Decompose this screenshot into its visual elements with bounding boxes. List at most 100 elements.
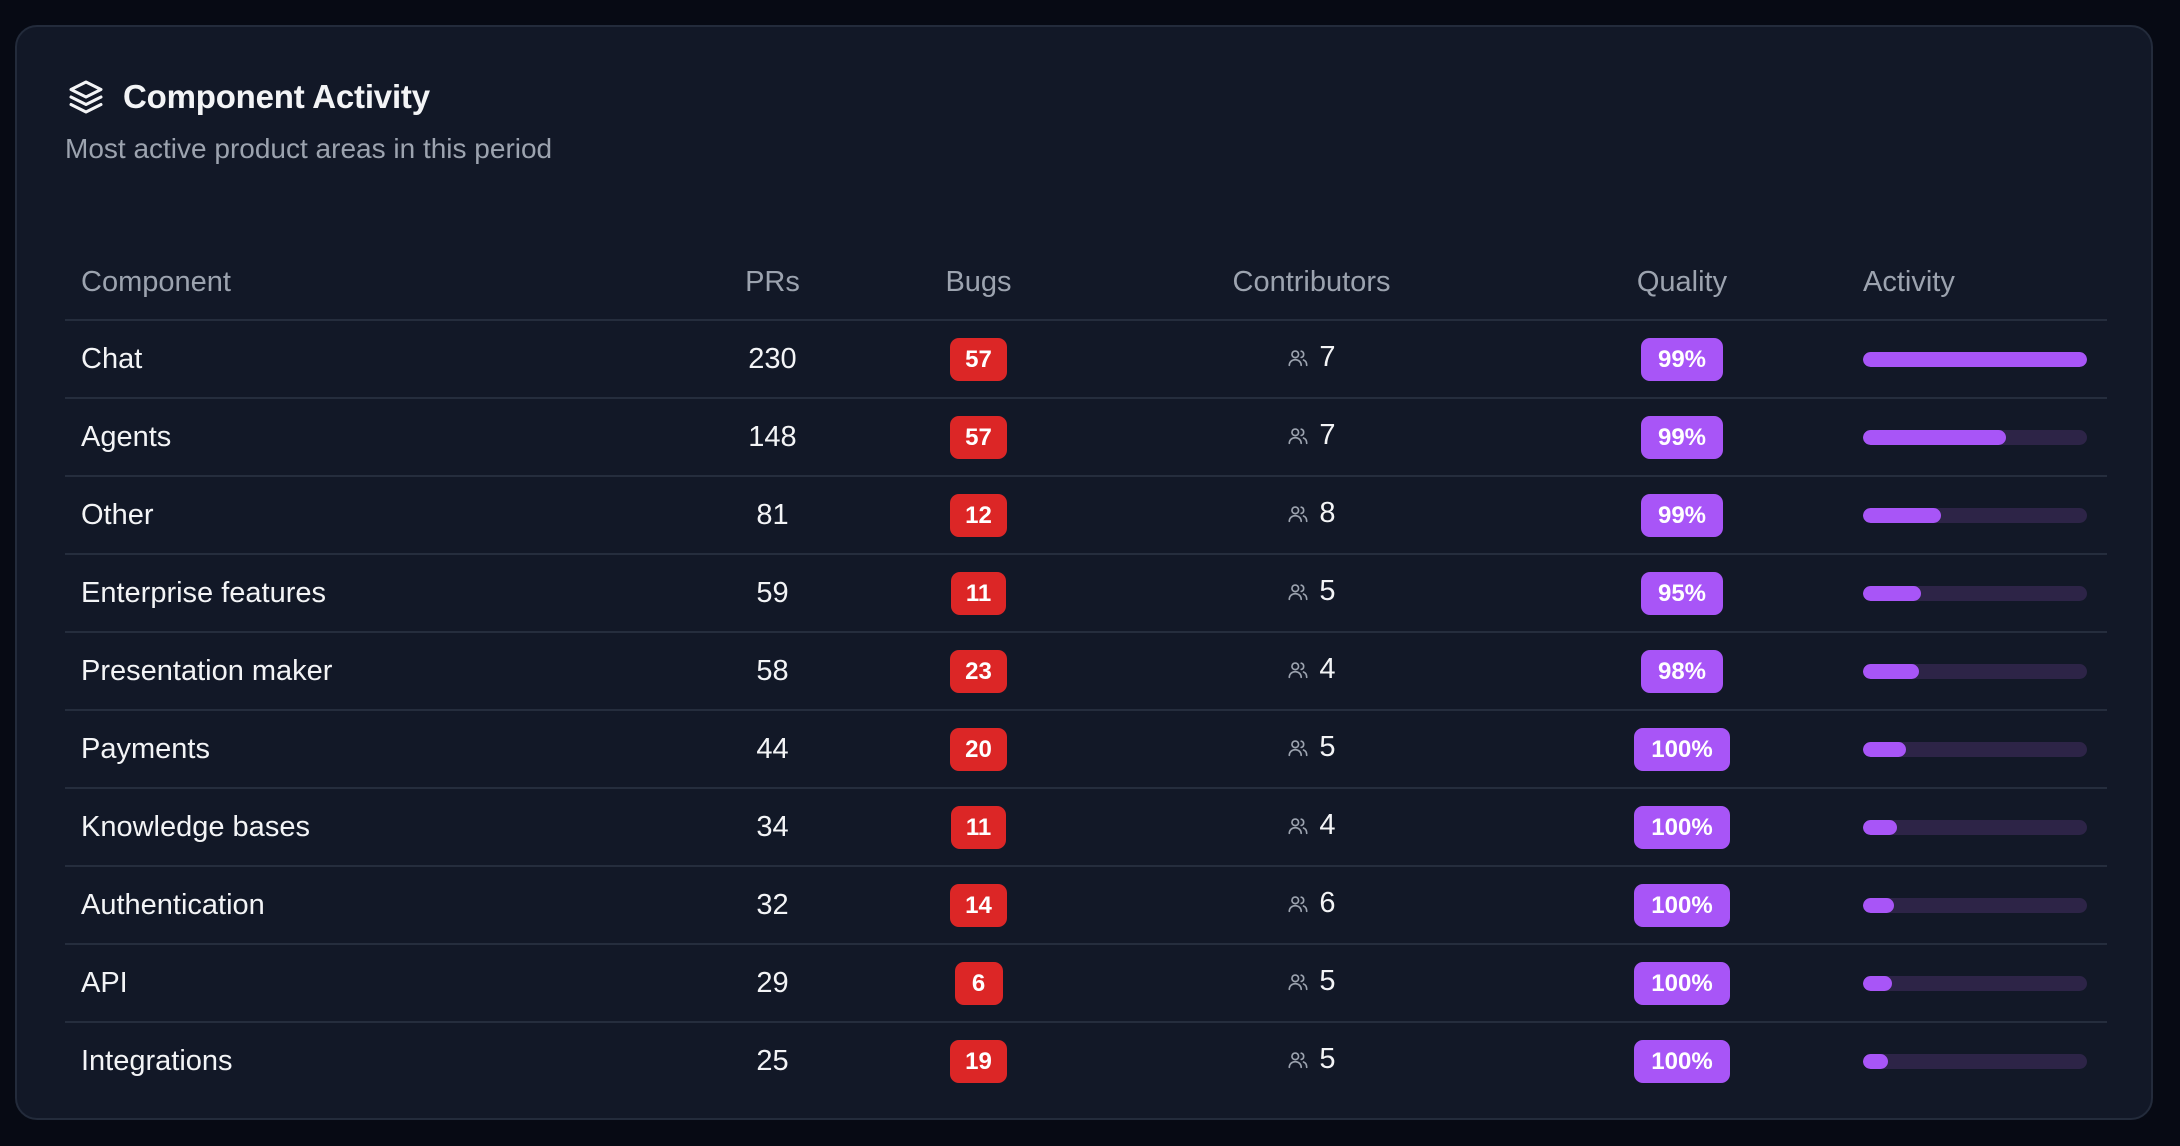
bugs-cell: 23: [860, 632, 1097, 711]
component-name: Authentication: [65, 866, 685, 945]
activity-cell: [1838, 866, 2107, 945]
quality-cell: 99%: [1526, 320, 1838, 399]
users-icon: [1287, 503, 1309, 525]
contributors-group: 5: [1287, 731, 1336, 764]
table-row[interactable]: Agents 148 57 7 99%: [65, 398, 2107, 477]
table-row[interactable]: Other 81 12 8 99%: [65, 476, 2107, 555]
activity-cell: [1838, 554, 2107, 633]
contributors-cell: 7: [1097, 320, 1526, 399]
quality-badge: 100%: [1634, 727, 1730, 771]
table-row[interactable]: Integrations 25 19 5 100%: [65, 1022, 2107, 1099]
table-header: Component PRs Bugs Contributors Quality …: [65, 245, 2107, 321]
bugs-cell: 12: [860, 476, 1097, 555]
pr-count: 81: [685, 476, 860, 555]
users-icon: [1287, 815, 1309, 837]
activity-bar-track: [1863, 507, 2087, 523]
contributors-cell: 5: [1097, 554, 1526, 633]
component-name: Other: [65, 476, 685, 555]
quality-cell: 100%: [1526, 710, 1838, 789]
quality-badge: 99%: [1640, 493, 1724, 537]
contributor-count: 5: [1319, 965, 1336, 998]
bugs-cell: 57: [860, 320, 1097, 399]
component-name: Chat: [65, 320, 685, 399]
bugs-cell: 6: [860, 944, 1097, 1023]
pr-count: 25: [756, 1044, 789, 1077]
header-prs[interactable]: PRs: [685, 245, 860, 321]
users-icon: [1287, 425, 1309, 447]
table-row[interactable]: Authentication 32 14 6 100%: [65, 866, 2107, 945]
bug-count-badge: 11: [950, 571, 1007, 615]
component-table: Component PRs Bugs Contributors Quality …: [65, 245, 2107, 1099]
header-contributors[interactable]: Contributors: [1097, 245, 1526, 321]
contributor-count: 7: [1319, 419, 1336, 452]
activity-cell: [1838, 788, 2107, 867]
bug-count-badge: 6: [954, 961, 1003, 1005]
pr-count: 34: [685, 788, 860, 867]
quality-cell: 100%: [1526, 866, 1838, 945]
contributor-count: 4: [1319, 809, 1336, 842]
users-icon: [1287, 659, 1309, 681]
contributors-cell: 5: [1097, 1022, 1526, 1099]
contributors-group: 4: [1287, 809, 1336, 842]
bug-count-badge: 57: [950, 415, 1007, 459]
contributor-count: 6: [1319, 887, 1336, 920]
pr-count: 148: [685, 398, 860, 477]
card-title: Component Activity: [123, 78, 430, 115]
contributors-cell: 4: [1097, 632, 1526, 711]
activity-bar-fill: [1863, 507, 1942, 523]
contributors-group: 5: [1287, 965, 1336, 998]
table-row[interactable]: Chat 230 57 7 99%: [65, 320, 2107, 399]
contributor-count: 4: [1319, 653, 1336, 686]
quality-badge: 100%: [1634, 805, 1730, 849]
component-name: Agents: [65, 398, 685, 477]
quality-cell: 95%: [1526, 554, 1838, 633]
header-quality[interactable]: Quality: [1526, 245, 1838, 321]
activity-bar-track: [1863, 819, 2087, 835]
bug-count-badge: 20: [950, 727, 1007, 771]
activity-cell: [1838, 320, 2107, 399]
table-row[interactable]: Payments 44 20 5 100%: [65, 710, 2107, 789]
activity-bar-track: [1863, 975, 2087, 991]
pr-count: 58: [685, 632, 860, 711]
pr-count: 59: [685, 554, 860, 633]
contributors-cell: 8: [1097, 476, 1526, 555]
users-icon: [1287, 347, 1309, 369]
bug-count-badge: 14: [950, 883, 1007, 927]
contributor-count: 5: [1319, 1043, 1336, 1076]
contributors-group: 4: [1287, 653, 1336, 686]
table-body: Chat 230 57 7 99% Agents 148 57 7 99% Other 81 12 8 99…: [65, 320, 2107, 1099]
card-subtitle: Most active product areas in this period: [65, 133, 553, 164]
quality-badge: 100%: [1634, 1039, 1730, 1083]
contributors-group: 7: [1287, 419, 1336, 452]
bug-count-badge: 19: [950, 1039, 1007, 1083]
table-row[interactable]: Knowledge bases 34 11 4 100%: [65, 788, 2107, 867]
header-component[interactable]: Component: [65, 245, 685, 321]
pr-count: 32: [685, 866, 860, 945]
header-activity[interactable]: Activity: [1838, 245, 2107, 321]
quality-badge: 99%: [1640, 337, 1724, 381]
quality-badge: 98%: [1640, 649, 1724, 693]
table-row[interactable]: Presentation maker 58 23 4 98%: [65, 632, 2107, 711]
activity-bar-fill: [1863, 897, 1895, 913]
activity-bar-track: [1863, 429, 2087, 445]
quality-badge: 100%: [1634, 883, 1730, 927]
activity-bar-fill: [1863, 975, 1893, 991]
bug-count-badge: 11: [950, 805, 1007, 849]
activity-cell: [1838, 710, 2107, 789]
contributors-cell: 4: [1097, 788, 1526, 867]
activity-bar-track: [1863, 351, 2087, 367]
bugs-cell: 14: [860, 866, 1097, 945]
quality-badge: 100%: [1634, 961, 1730, 1005]
pr-count: 44: [685, 710, 860, 789]
component-name: Knowledge bases: [65, 788, 685, 867]
card-header: Component Activity Most active product a…: [65, 71, 552, 165]
table-row[interactable]: Enterprise features 59 11 5 95%: [65, 554, 2107, 633]
header-bugs[interactable]: Bugs: [860, 245, 1097, 321]
quality-cell: 100%: [1526, 788, 1838, 867]
table-row[interactable]: API 29 6 5 100%: [65, 944, 2107, 1023]
contributor-count: 7: [1319, 341, 1336, 374]
bug-count-badge: 12: [950, 493, 1007, 537]
contributors-cell: 7: [1097, 398, 1526, 477]
activity-cell: [1838, 632, 2107, 711]
component-name: API: [65, 944, 685, 1023]
